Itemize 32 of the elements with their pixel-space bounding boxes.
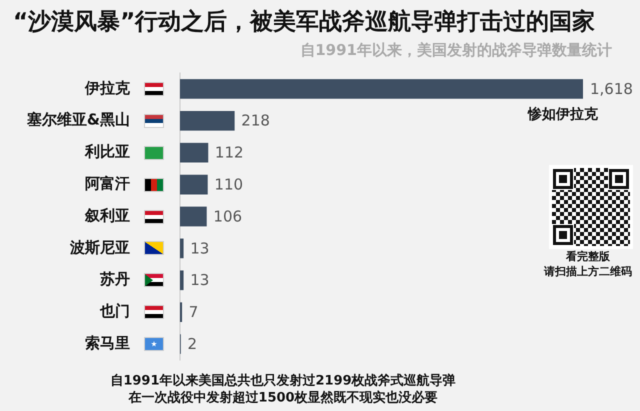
data-label: 110 — [214, 176, 244, 194]
data-label: 112 — [214, 144, 244, 162]
bar — [180, 174, 208, 194]
text: 在一次战役中发射超过1500枚显然既不现实也没必要 — [127, 389, 438, 406]
text: 自1991年以来美国总共也只发射过2199枚战斧式巡航导弹 — [110, 372, 456, 388]
data-label: 218 — [241, 112, 270, 130]
data-label: 13 — [190, 271, 210, 290]
y-tick-label: 索马里 — [85, 334, 130, 352]
annotation: 看完整版 — [564, 250, 611, 264]
y-tick-label: 利比亚 — [84, 142, 130, 161]
bar — [180, 111, 235, 131]
y-tick-label: 叙利亚 — [84, 206, 130, 224]
bar — [180, 206, 207, 226]
bar — [180, 238, 184, 258]
data-label: 2 — [188, 334, 198, 353]
y-tick-label: 也门 — [99, 302, 130, 320]
annotation: 请扫描上方二维码 — [542, 265, 633, 279]
y-tick-label: 波斯尼亚 — [69, 238, 130, 256]
y-tick-label: 阿富汗 — [85, 174, 130, 192]
y-tick-label: 苏丹 — [99, 270, 130, 288]
bar — [180, 270, 184, 290]
bar — [180, 142, 208, 163]
chart-subtitle: 自1991年以来，美国发射的战斧导弹数量统计 — [300, 40, 612, 60]
data-label: 1,618 — [590, 80, 633, 98]
bar — [180, 79, 583, 99]
data-label: 106 — [213, 207, 242, 226]
annotation: 惨如伊拉克 — [527, 106, 599, 123]
chart-title: “沙漠风暴”行动之后，被美军战斧巡航导弹打击过的国家 — [13, 8, 596, 36]
data-label: 7 — [188, 303, 198, 322]
y-tick-label: 伊拉克 — [84, 78, 131, 97]
data-label: 13 — [190, 239, 210, 258]
y-tick-label: 塞尔维亚&黑山 — [26, 110, 130, 129]
